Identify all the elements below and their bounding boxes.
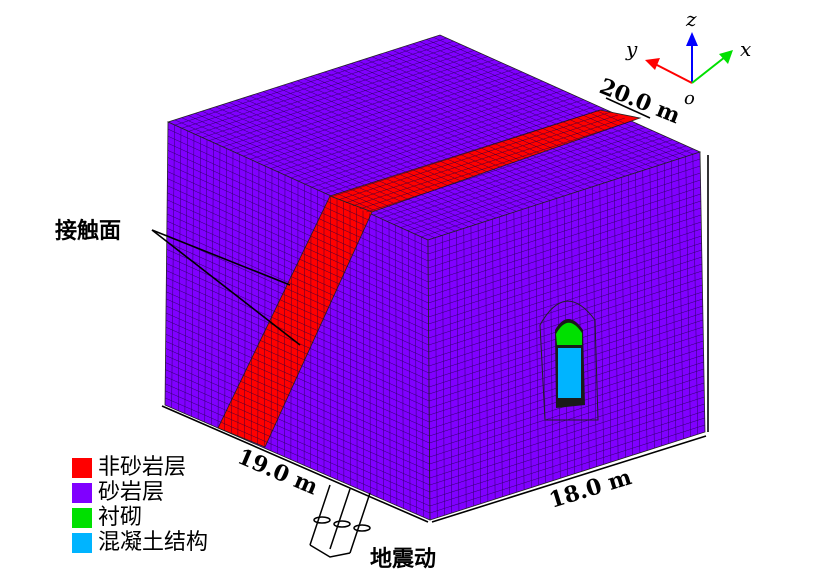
top-face-grid: [174, 36, 694, 239]
dim-line-right: [431, 435, 707, 523]
lining-icon: [556, 322, 582, 345]
y-label: y: [625, 37, 638, 61]
ground-motion-icon: [309, 484, 371, 558]
axis-triad: z y x o: [625, 7, 751, 109]
legend-item-sandstone: 砂岩层: [72, 480, 208, 505]
dimension-lines: [151, 97, 709, 523]
legend-item-lining: 衬砌: [72, 505, 208, 530]
ground-motion-label: 地震动: [370, 547, 436, 572]
z-arrow-icon: [686, 32, 698, 46]
blue-swatch-icon: [72, 532, 92, 553]
origin-label: o: [684, 88, 695, 109]
legend: 非砂岩层 砂岩层 衬砌 混凝土结构: [72, 455, 208, 555]
concrete-structure: [558, 348, 581, 398]
tunnel: [539, 300, 599, 421]
left-face-grid: [164, 124, 431, 518]
x-label: x: [740, 37, 751, 61]
mesh-grid: [164, 36, 705, 518]
x-arrow-icon: [719, 50, 733, 64]
contact-arrow-1: [151, 229, 291, 286]
y-arrow-icon: [645, 58, 660, 70]
right-face-grid: [427, 154, 705, 518]
green-swatch-icon: [72, 507, 92, 528]
non-sandstone-band-left: [217, 195, 373, 448]
purple-swatch-icon: [72, 482, 92, 503]
legend-item-concrete: 混凝土结构: [72, 530, 208, 555]
contact-arrow-2: [151, 229, 301, 346]
tunnel-outer-ring: [539, 300, 599, 421]
legend-item-non-sandstone: 非砂岩层: [72, 455, 208, 480]
contact-surface-label: 接触面: [55, 218, 121, 244]
red-swatch-icon: [72, 457, 92, 478]
z-label: z: [685, 7, 697, 31]
dim-line-left: [161, 405, 429, 523]
dim-line-band: [605, 97, 651, 119]
